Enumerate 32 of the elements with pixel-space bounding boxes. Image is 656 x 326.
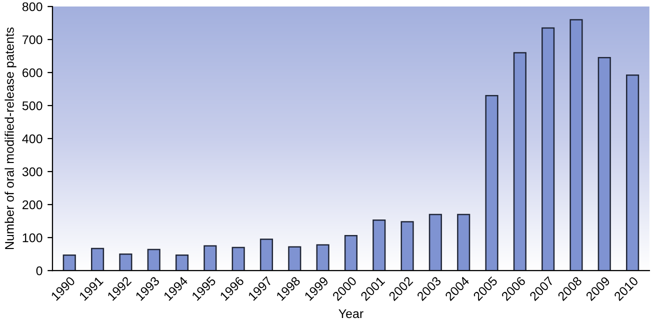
y-tick-label: 400 — [22, 134, 42, 144]
bar — [288, 246, 302, 271]
bar — [513, 52, 526, 271]
bar — [428, 214, 442, 271]
bar — [598, 57, 611, 271]
bar — [175, 254, 189, 271]
y-tick-label: 600 — [22, 68, 42, 78]
bar — [542, 27, 555, 271]
bar — [90, 248, 104, 271]
y-tick-label: 300 — [22, 167, 42, 176]
bar — [260, 238, 274, 271]
bar — [344, 234, 358, 271]
y-tick-label: 200 — [22, 200, 42, 210]
bar — [372, 219, 386, 271]
bar — [147, 248, 160, 271]
bar — [400, 221, 414, 271]
y-tick-label: 0 — [36, 266, 42, 276]
bar — [485, 95, 498, 271]
bar — [316, 244, 330, 271]
bar — [119, 253, 132, 271]
x-axis-title: Year — [338, 309, 364, 318]
bar — [457, 214, 470, 271]
bar — [204, 245, 217, 271]
y-tick-label: 700 — [22, 35, 42, 44]
y-tick-label: 500 — [22, 101, 42, 110]
y-axis-title: Number of oral modified-release patents — [4, 27, 16, 250]
bar — [62, 254, 76, 271]
bar — [232, 246, 245, 271]
y-tick-label: 800 — [22, 2, 42, 12]
bar — [570, 19, 583, 271]
bar — [626, 74, 640, 271]
y-tick-label: 100 — [22, 233, 42, 242]
